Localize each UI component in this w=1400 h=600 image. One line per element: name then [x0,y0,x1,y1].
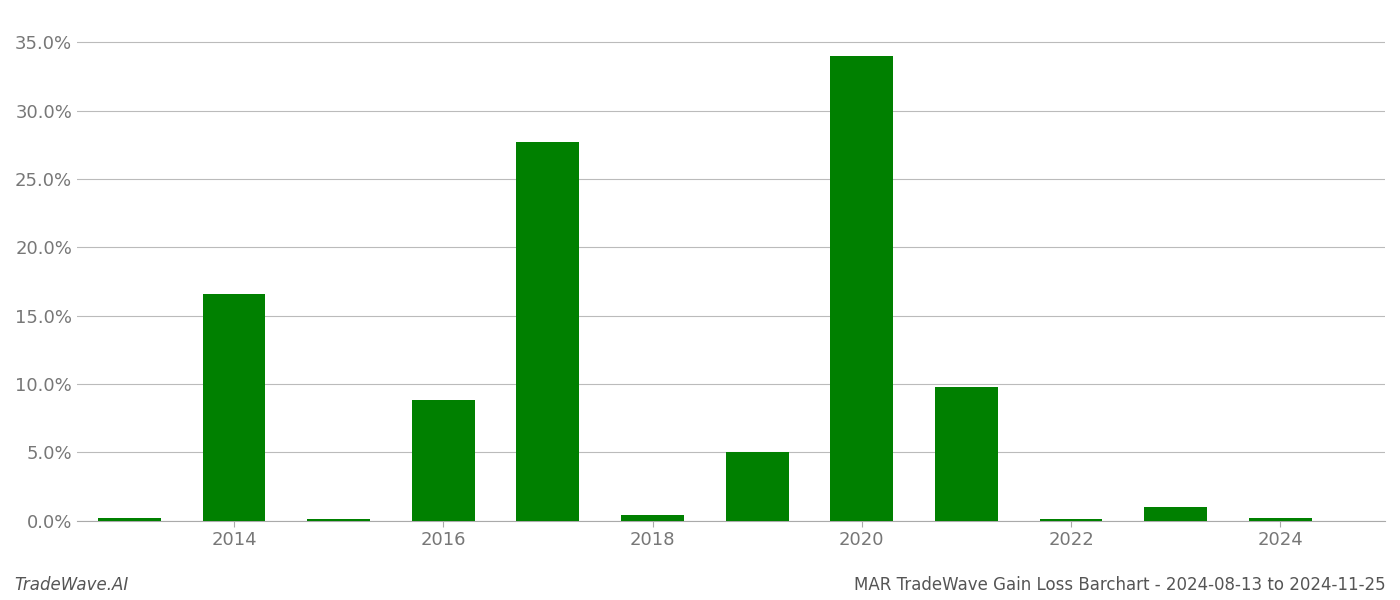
Bar [307,519,370,521]
Text: TradeWave.AI: TradeWave.AI [14,576,129,594]
Bar [830,56,893,521]
Bar [412,400,475,521]
Bar [725,452,788,521]
Bar [98,518,161,521]
Bar [622,515,685,521]
Bar [1040,519,1102,521]
Text: MAR TradeWave Gain Loss Barchart - 2024-08-13 to 2024-11-25: MAR TradeWave Gain Loss Barchart - 2024-… [854,576,1386,594]
Bar [1249,518,1312,521]
Bar [935,386,998,521]
Bar [517,142,580,521]
Bar [1144,507,1207,521]
Bar [203,294,266,521]
